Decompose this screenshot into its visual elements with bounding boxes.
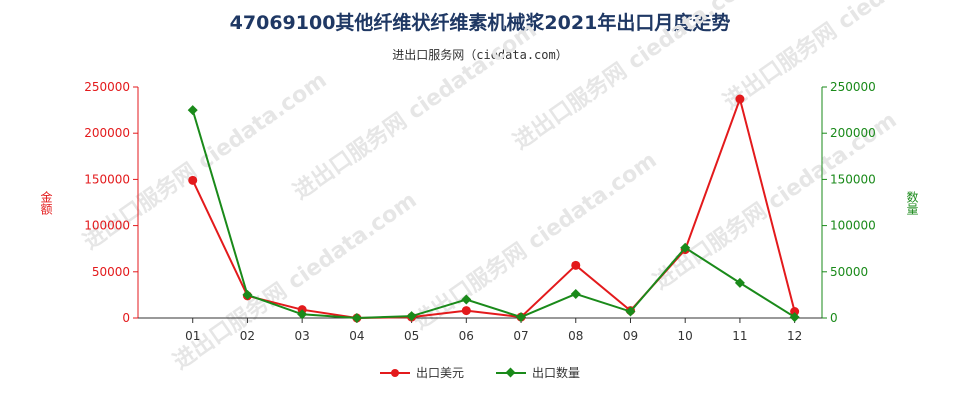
x-axis-tick-label: 02 <box>240 329 255 343</box>
x-axis-tick-label: 05 <box>404 329 419 343</box>
data-point-quantity <box>351 313 362 323</box>
data-point-usd <box>188 175 198 185</box>
right-axis-tick-label: 200000 <box>830 126 876 140</box>
legend: 出口美元 出口数量 <box>0 364 960 381</box>
x-axis-tick-label: 11 <box>732 329 747 343</box>
chart-title: 47069100其他纤维状纤维素机械浆2021年出口月度走势 <box>229 12 731 34</box>
legend-label-quantity: 出口数量 <box>532 366 581 380</box>
data-point-quantity <box>406 311 417 322</box>
x-axis-tick-label: 06 <box>459 329 474 343</box>
left-axis-tick-label: 150000 <box>84 172 130 186</box>
x-axis-tick-label: 09 <box>623 329 638 343</box>
data-point-quantity <box>570 288 581 299</box>
data-point-usd <box>790 307 800 317</box>
legend-item-quantity[interactable]: 出口数量 <box>496 364 580 381</box>
x-axis-tick-label: 07 <box>513 329 528 343</box>
right-axis-title: 数量 <box>905 190 919 215</box>
data-point-usd <box>461 306 471 316</box>
data-point-quantity <box>187 105 198 116</box>
legend-swatch-quantity <box>496 371 526 374</box>
data-point-quantity <box>242 289 253 300</box>
x-axis-tick-label: 04 <box>349 329 364 343</box>
data-point-quantity <box>789 312 800 323</box>
legend-label-usd: 出口美元 <box>415 366 464 380</box>
data-point-quantity <box>461 294 472 305</box>
watermark-text: 进出口服务网 ciedata.com <box>289 18 541 205</box>
data-point-usd <box>571 260 581 270</box>
x-axis-tick-label: 10 <box>678 329 693 343</box>
data-point-quantity <box>297 309 308 320</box>
right-axis-tick-label: 50000 <box>830 265 868 279</box>
x-axis-tick-label: 12 <box>787 329 802 343</box>
data-point-usd <box>735 94 745 104</box>
series-line-quantity <box>191 109 796 320</box>
series-line-usd <box>191 95 796 320</box>
right-axis-tick-label: 100000 <box>830 219 876 233</box>
left-axis-tick-label: 0 <box>122 311 130 325</box>
left-axis-tick-label: 250000 <box>84 80 130 94</box>
data-point-quantity <box>680 242 691 253</box>
legend-item-usd[interactable]: 出口美元 <box>379 364 464 381</box>
x-axis-tick-label: 01 <box>185 329 200 343</box>
chart-subtitle: 进出口服务网（ciedata.com） <box>392 48 568 62</box>
left-axis-title: 金额 <box>39 190 53 216</box>
left-axis-tick-label: 200000 <box>84 126 130 140</box>
data-point-quantity <box>734 277 745 288</box>
left-axis-tick-label: 50000 <box>92 265 130 279</box>
watermark-text: 进出口服务网 ciedata.com <box>409 148 661 335</box>
left-axis-tick-label: 100000 <box>84 219 130 233</box>
watermark-text: 进出口服务网 ciedata.com <box>509 0 761 155</box>
right-axis-tick-label: 150000 <box>830 172 876 186</box>
data-point-quantity <box>516 312 527 323</box>
watermark-text: 进出口服务网 ciedata.com <box>719 0 960 115</box>
legend-swatch-usd <box>379 368 410 377</box>
data-point-quantity <box>625 306 636 317</box>
watermark-text: 进出口服务网 ciedata.com <box>169 188 421 375</box>
x-axis-tick-label: 08 <box>568 329 583 343</box>
x-axis-tick-label: 03 <box>295 329 310 343</box>
right-axis-tick-label: 0 <box>830 311 838 325</box>
right-axis-tick-label: 250000 <box>830 80 876 94</box>
